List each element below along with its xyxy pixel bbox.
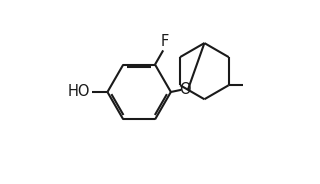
Text: HO: HO <box>68 84 91 100</box>
Text: O: O <box>179 82 190 97</box>
Text: F: F <box>161 34 169 49</box>
